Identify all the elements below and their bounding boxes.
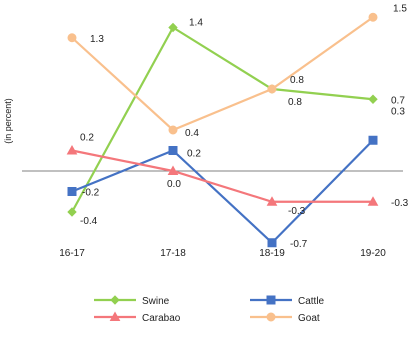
legend-label-swine: Swine: [142, 296, 170, 307]
data-label-carabao-1: 0.0: [167, 179, 181, 190]
point-goat-3: [368, 12, 378, 22]
series-swine: [67, 22, 378, 217]
series-carabao: [66, 144, 379, 206]
point-carabao-0: [66, 144, 78, 155]
legend-label-goat: Goat: [298, 313, 320, 324]
point-swine-3: [368, 94, 378, 104]
data-label-cattle-0: -0.2: [82, 188, 100, 199]
point-cattle-2: [267, 238, 277, 248]
point-cattle-3: [368, 135, 378, 145]
legend-label-cattle: Cattle: [298, 296, 325, 307]
data-label-swine-1: 1.4: [189, 18, 203, 29]
legend-item-carabao: Carabao: [94, 311, 181, 324]
point-carabao-2: [266, 196, 278, 206]
x-tick-3: 19-20: [360, 248, 386, 259]
legend: Swine Cattle Carabao Goat: [94, 295, 325, 324]
data-label-carabao-2: -0.3: [288, 206, 306, 217]
data-label-goat-2: 0.8: [288, 97, 302, 108]
data-label-cattle-1: 0.2: [187, 149, 201, 160]
data-label-carabao-0: 0.2: [80, 133, 94, 144]
series-line-cattle: [71, 139, 374, 245]
point-goat-1: [168, 125, 178, 135]
x-tick-1: 17-18: [160, 248, 186, 259]
data-label-carabao-3: -0.3: [391, 198, 409, 209]
data-label-swine-2: 0.8: [290, 75, 304, 86]
x-tick-0: 16-17: [59, 248, 85, 259]
point-cattle-1: [168, 146, 178, 155]
data-label-swine-3: 0.7: [391, 95, 405, 106]
series-cattle: [67, 135, 378, 248]
point-cattle-0: [67, 187, 77, 196]
series-goat: [67, 12, 378, 135]
legend-item-swine: Swine: [94, 295, 170, 307]
legend-item-cattle: Cattle: [250, 295, 325, 307]
point-goat-0: [67, 33, 77, 43]
series-layer: [66, 12, 379, 248]
legend-marker-carabao: [109, 311, 121, 321]
point-carabao-1: [167, 165, 179, 175]
series-line-carabao: [71, 149, 373, 203]
data-labels: -0.4 1.4 0.8 0.7 -0.2 0.2 -0.7 0.3 0.2 0.0 -0.3 -0.…: [80, 3, 409, 250]
series-line-swine: [71, 25, 374, 213]
legend-item-goat: Goat: [250, 312, 320, 324]
legend-marker-cattle: [266, 295, 276, 305]
data-label-goat-1: 0.4: [185, 128, 199, 139]
x-tick-2: 18-19: [259, 248, 285, 259]
data-label-cattle-2: -0.7: [290, 239, 308, 250]
legend-marker-swine: [110, 295, 120, 305]
point-swine-0: [67, 207, 77, 217]
data-label-cattle-3: 0.3: [391, 106, 405, 117]
legend-label-carabao: Carabao: [142, 313, 181, 324]
data-label-goat-3: 1.5: [393, 3, 407, 14]
point-goat-2: [267, 84, 277, 94]
legend-marker-goat: [266, 312, 276, 322]
x-tick-labels: 16-17 17-18 18-19 19-20: [59, 248, 386, 259]
data-label-goat-0: 1.3: [90, 34, 104, 45]
data-label-swine-0: -0.4: [80, 216, 98, 227]
point-carabao-3: [367, 196, 379, 206]
series-line-goat: [71, 16, 374, 132]
point-swine-1: [168, 22, 178, 33]
y-axis-title: (in percent): [3, 98, 13, 144]
